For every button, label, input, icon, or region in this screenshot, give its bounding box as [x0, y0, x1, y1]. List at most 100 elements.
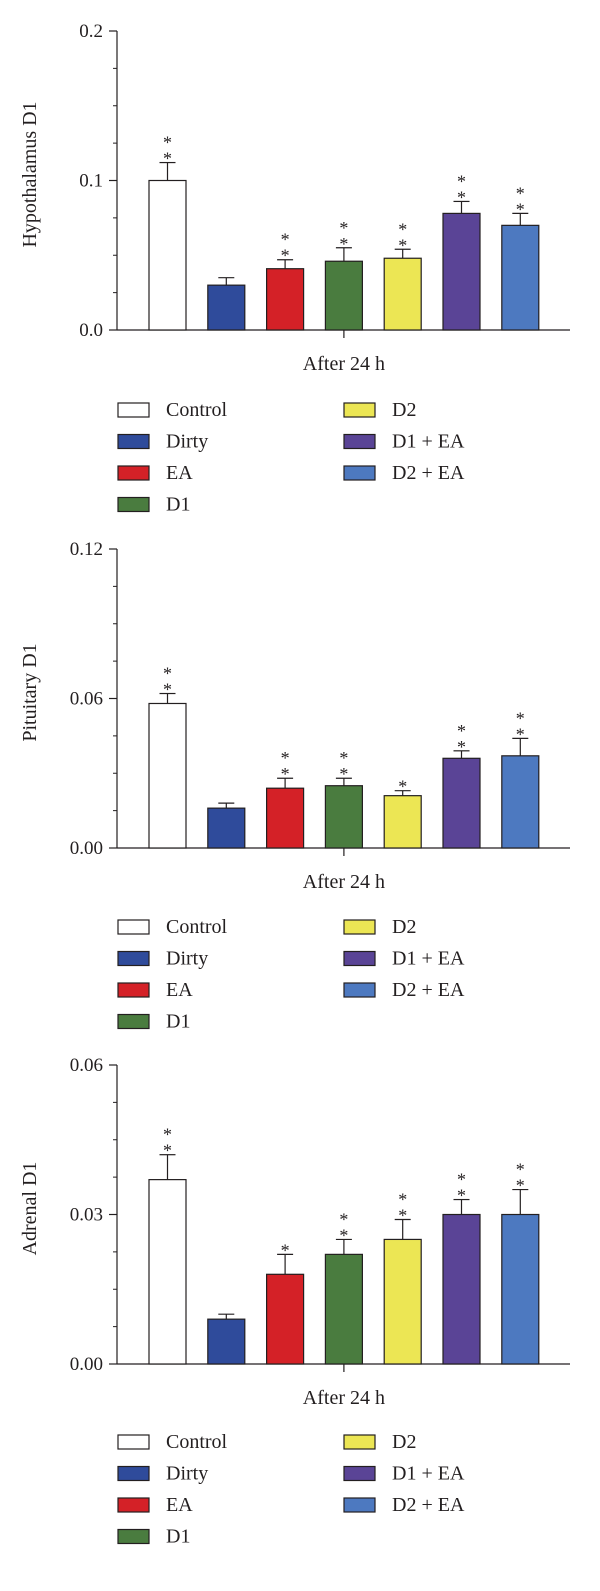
- legend-swatch: [343, 465, 376, 481]
- legend-swatch: [117, 433, 150, 450]
- significance-marker: **: [457, 721, 466, 757]
- significance-star: *: [163, 680, 172, 700]
- bar-d1-ea: [442, 757, 481, 849]
- legend-swatch: [117, 1465, 150, 1482]
- significance-star: *: [339, 1209, 348, 1229]
- y-tick-label: 0.2: [79, 21, 103, 42]
- significance-star: *: [163, 133, 172, 153]
- significance-star: *: [457, 171, 466, 191]
- legend-label: EA: [166, 1494, 193, 1516]
- significance-star: *: [339, 234, 348, 254]
- y-tick-label: 0.06: [70, 689, 103, 710]
- significance-star: *: [339, 218, 348, 238]
- legend-swatch: [343, 982, 376, 998]
- legend-label: D1: [166, 494, 190, 516]
- significance-star: *: [281, 1240, 290, 1260]
- significance-marker: *: [281, 1240, 290, 1260]
- significance-marker: **: [516, 183, 525, 219]
- significance-marker: **: [516, 708, 525, 744]
- legend-label: Dirty: [166, 431, 208, 453]
- significance-star: *: [516, 1176, 525, 1196]
- bar-d2-ea: [501, 1213, 540, 1365]
- legend-swatch: [117, 1434, 150, 1450]
- bar-dirty: [207, 807, 246, 849]
- significance-marker: **: [398, 1189, 407, 1225]
- significance-star: *: [457, 1170, 466, 1190]
- y-tick-label: 0.12: [70, 539, 103, 560]
- legend-label: D2 + EA: [392, 979, 465, 1001]
- legend-label: D2 + EA: [392, 462, 465, 484]
- legend-label: EA: [166, 462, 193, 484]
- bar-d1: [324, 260, 363, 331]
- significance-star: *: [281, 764, 290, 784]
- significance-marker: **: [398, 219, 407, 255]
- significance-marker: **: [457, 171, 466, 207]
- significance-marker: **: [516, 1160, 525, 1196]
- x-axis-label: After 24 h: [303, 1387, 385, 1409]
- bar-d1-ea: [442, 1213, 481, 1365]
- bar-ea: [266, 268, 305, 331]
- legend-label: D1: [166, 1011, 190, 1033]
- significance-marker: **: [281, 748, 290, 784]
- significance-marker: **: [163, 1125, 172, 1161]
- bar-d2-ea: [501, 224, 540, 331]
- legend-label: D2: [392, 916, 416, 938]
- legend-swatch: [343, 1497, 376, 1513]
- bar-d1: [324, 785, 363, 849]
- significance-star: *: [398, 219, 407, 239]
- legend-swatch: [117, 982, 150, 998]
- y-tick-label: 0.1: [79, 171, 103, 192]
- bar-d1: [324, 1253, 363, 1365]
- legend-label: D1 + EA: [392, 948, 465, 970]
- legend: Control Dirty EA D1 D2 D1 + EA D2 + EA: [117, 1431, 465, 1548]
- x-axis-label: After 24 h: [303, 871, 385, 893]
- legend-label: Control: [166, 1431, 228, 1453]
- significance-star: *: [281, 748, 290, 768]
- legend-swatch: [117, 919, 150, 935]
- significance-marker: **: [281, 230, 290, 266]
- legend-swatch: [343, 1434, 376, 1450]
- legend: Control Dirty EA D1 D2 D1 + EA D2 + EA: [117, 399, 465, 516]
- significance-marker: **: [163, 133, 172, 169]
- bar-d2: [383, 795, 422, 849]
- significance-star: *: [398, 1205, 407, 1225]
- significance-star: *: [516, 183, 525, 203]
- legend-label: D2: [392, 1431, 416, 1453]
- legend-swatch: [343, 1465, 376, 1482]
- y-axis-title: Pituitary D1: [19, 643, 41, 741]
- bar-ea: [266, 1273, 305, 1365]
- bar-d2: [383, 257, 422, 331]
- y-tick-label: 0.00: [70, 838, 103, 859]
- legend-swatch: [343, 433, 376, 450]
- bar-d2-ea: [501, 755, 540, 849]
- bar-dirty: [207, 284, 246, 331]
- legend-swatch: [117, 1528, 150, 1545]
- x-axis-label: After 24 h: [303, 353, 385, 375]
- significance-star: *: [163, 1125, 172, 1145]
- significance-star: *: [516, 708, 525, 728]
- legend-swatch: [117, 496, 150, 513]
- significance-marker: **: [339, 218, 348, 254]
- legend-swatch: [343, 402, 376, 418]
- legend-label: Control: [166, 399, 228, 421]
- bar-ea: [266, 787, 305, 849]
- y-tick-label: 0.00: [70, 1354, 103, 1375]
- significance-star: *: [339, 748, 348, 768]
- y-tick-label: 0.03: [70, 1205, 103, 1226]
- significance-marker: **: [339, 748, 348, 784]
- bar-control: [148, 702, 187, 849]
- legend-label: Control: [166, 916, 228, 938]
- legend-label: D1: [166, 1526, 190, 1548]
- significance-marker: **: [163, 664, 172, 700]
- significance-star: *: [516, 724, 525, 744]
- bar-control: [148, 179, 187, 331]
- y-axis-title: Hypothalamus D1: [19, 101, 41, 247]
- legend-label: D2: [392, 399, 416, 421]
- significance-star: *: [398, 235, 407, 255]
- legend-label: D1 + EA: [392, 431, 465, 453]
- legend-swatch: [343, 919, 376, 935]
